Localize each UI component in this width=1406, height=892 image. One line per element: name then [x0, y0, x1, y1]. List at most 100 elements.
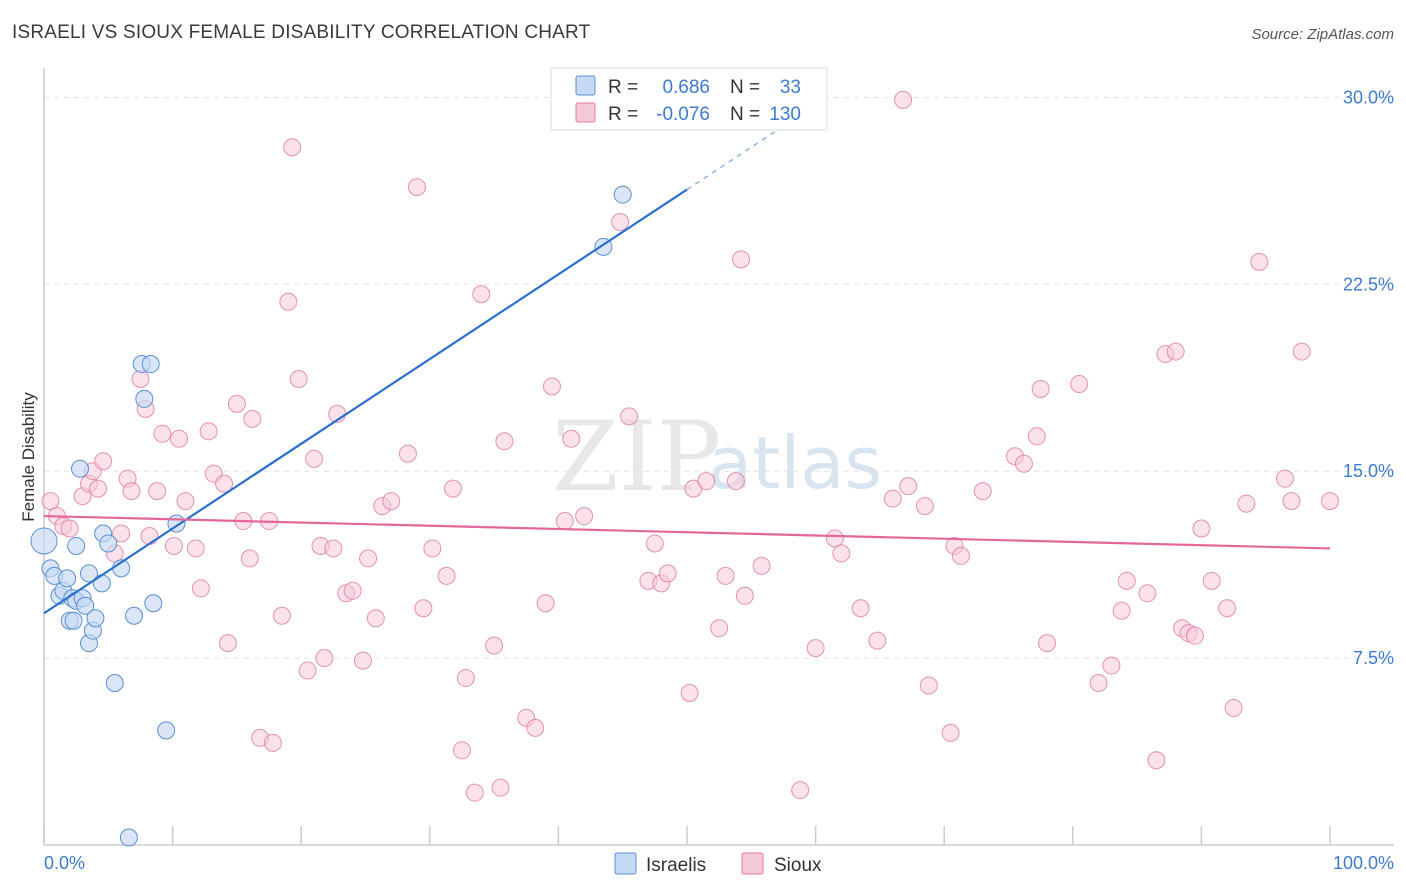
- israelis-point: [80, 564, 99, 583]
- sioux-point: [89, 479, 108, 498]
- sioux-point: [868, 631, 887, 650]
- bottom-legend-label-israelis: Israelis: [646, 855, 706, 876]
- sioux-trend-line: [43, 514, 1331, 550]
- sioux-point: [279, 292, 298, 311]
- sioux-point: [791, 781, 810, 800]
- sioux-point: [951, 546, 970, 565]
- watermark-atlas: atlas: [708, 421, 882, 505]
- sioux-point: [423, 539, 442, 558]
- sioux-point: [465, 783, 484, 802]
- sioux-point: [732, 250, 751, 269]
- sioux-point: [491, 778, 510, 797]
- sioux-point: [555, 512, 574, 531]
- sioux-point: [899, 477, 918, 496]
- sioux-point: [1282, 492, 1301, 511]
- sioux-point: [215, 474, 234, 493]
- x-tick-label-min: 0.0%: [44, 853, 85, 873]
- sioux-point: [437, 566, 456, 585]
- sioux-point: [324, 539, 343, 558]
- israelis-point: [105, 674, 124, 693]
- sioux-point: [366, 609, 385, 628]
- israelis-point: [67, 536, 86, 555]
- trend-lines: [43, 104, 1331, 615]
- israelis-point: [157, 721, 176, 740]
- sioux-point: [1031, 379, 1050, 398]
- sioux-point: [305, 449, 324, 468]
- sioux-point: [680, 683, 699, 702]
- sioux-point: [716, 566, 735, 585]
- sioux-point: [191, 579, 210, 598]
- sioux-point: [1112, 601, 1131, 620]
- legend-n-label-sioux: N =: [730, 104, 760, 125]
- sioux-point: [919, 676, 938, 695]
- sioux-series: [41, 90, 1339, 802]
- sioux-point: [915, 497, 934, 516]
- israelis-point: [135, 389, 154, 408]
- legend-swatch-sioux: [575, 102, 596, 123]
- israelis-point: [141, 355, 160, 374]
- sioux-point: [218, 634, 237, 653]
- sioux-point: [575, 507, 594, 526]
- sioux-point: [495, 432, 514, 451]
- sioux-point: [240, 549, 259, 568]
- israelis-point: [86, 609, 105, 628]
- sioux-point: [148, 482, 167, 501]
- sioux-point: [456, 669, 475, 688]
- israelis-point: [99, 534, 118, 553]
- sioux-point: [611, 212, 630, 231]
- sioux-point: [1218, 599, 1237, 618]
- sioux-point: [359, 549, 378, 568]
- x-tick-label-max: 100.0%: [1333, 853, 1394, 873]
- y-tick-label: 15.0%: [1343, 461, 1394, 481]
- israelis-point: [144, 594, 163, 613]
- y-tick-label: 7.5%: [1353, 648, 1394, 668]
- sioux-point: [1147, 751, 1166, 770]
- bottom-legend-label-sioux: Sioux: [774, 855, 822, 876]
- israelis-point: [76, 596, 95, 615]
- sioux-point: [1192, 519, 1211, 538]
- israelis-point: [92, 574, 111, 593]
- sioux-point: [1250, 252, 1269, 271]
- sioux-point: [122, 482, 141, 501]
- chart-title: ISRAELI VS SIOUX FEMALE DISABILITY CORRE…: [12, 22, 591, 43]
- sioux-point: [1014, 454, 1033, 473]
- sioux-point: [1321, 492, 1339, 511]
- sioux-point: [1102, 656, 1121, 675]
- sioux-point: [832, 544, 851, 563]
- sioux-point: [1292, 342, 1311, 361]
- sioux-point: [1166, 342, 1185, 361]
- sioux-point: [562, 429, 581, 448]
- israelis-series: [30, 185, 632, 847]
- legend-r-value-israelis: 0.686: [662, 77, 710, 98]
- legend-n-label-israelis: N =: [730, 77, 760, 98]
- sioux-point: [1138, 584, 1157, 603]
- sioux-point: [227, 394, 246, 413]
- sioux-point: [382, 492, 401, 511]
- sioux-point: [658, 564, 677, 583]
- sioux-point: [697, 472, 716, 491]
- sioux-point: [894, 90, 913, 109]
- sioux-point: [112, 524, 131, 543]
- legend-box: [550, 67, 828, 131]
- sioux-point: [485, 636, 504, 655]
- sioux-point: [1185, 626, 1204, 645]
- israelis-point: [30, 527, 58, 555]
- sioux-point: [353, 651, 372, 670]
- legend-n-value-israelis: 33: [780, 77, 801, 98]
- watermark: ZIP atlas: [552, 401, 882, 513]
- y-axis-tick-labels: 7.5% 15.0% 22.5% 30.0%: [1343, 87, 1394, 668]
- sioux-point: [883, 489, 902, 508]
- sioux-point: [407, 178, 426, 197]
- sioux-point: [536, 594, 555, 613]
- y-tick-label: 22.5%: [1343, 274, 1394, 294]
- sioux-point: [343, 581, 362, 600]
- israelis-point: [125, 606, 144, 625]
- sioux-point: [41, 492, 60, 511]
- y-axis-label: Female Disability: [19, 392, 38, 522]
- sioux-point: [1202, 571, 1221, 590]
- sioux-point: [186, 539, 205, 558]
- sioux-point: [298, 661, 317, 680]
- sioux-point: [726, 472, 745, 491]
- sioux-point: [164, 536, 183, 555]
- sioux-point: [272, 606, 291, 625]
